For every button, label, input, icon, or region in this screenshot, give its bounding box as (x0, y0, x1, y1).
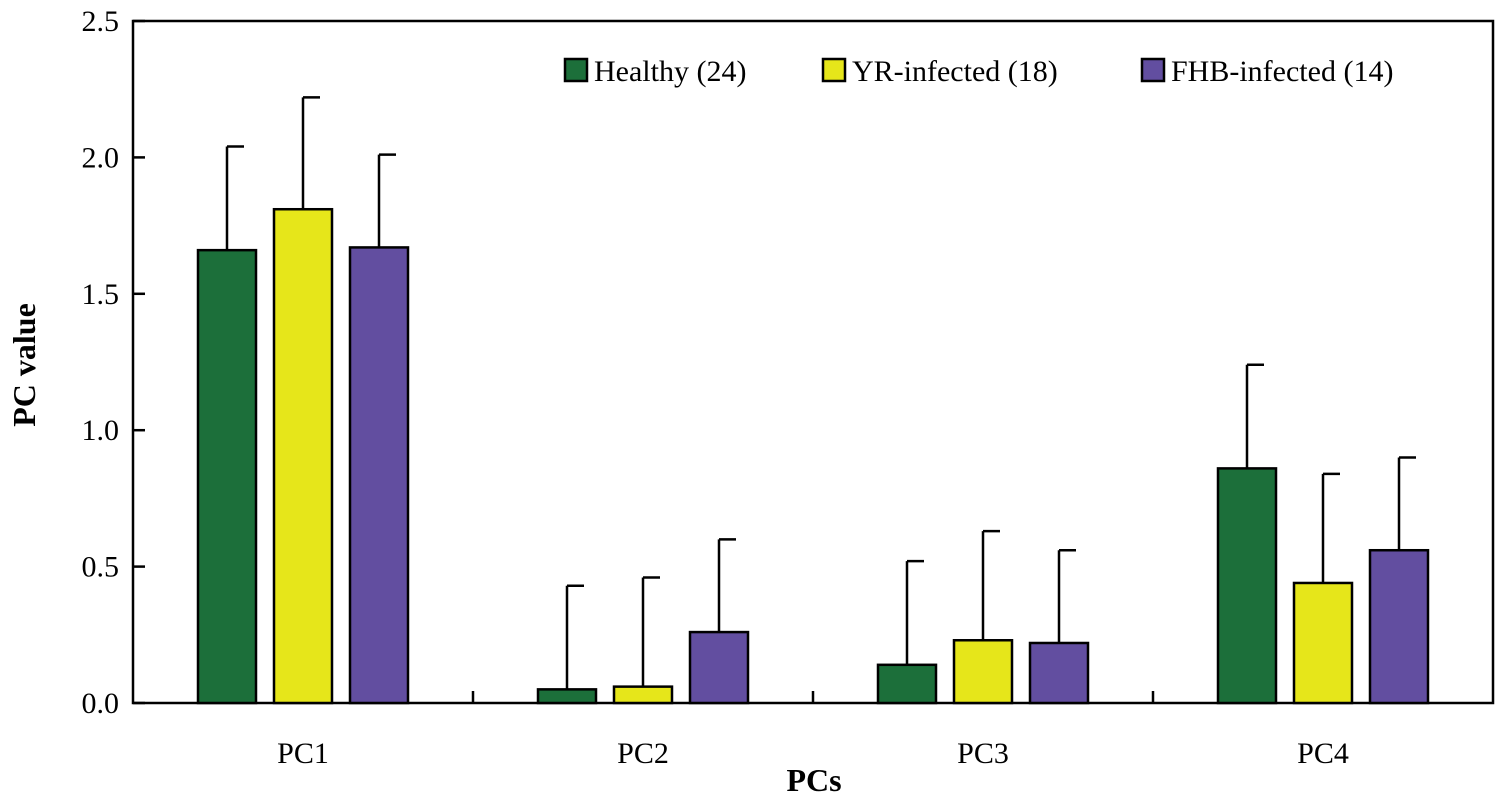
y-axis: 0.0 0.5 1.0 1.5 2.0 2.5 (82, 5, 145, 720)
x-tick-label: PC2 (617, 737, 669, 770)
y-tick-label: 0.0 (82, 687, 120, 720)
bar-yr-infected-pc4 (1292, 581, 1354, 705)
x-axis-title: PCs (786, 762, 841, 798)
bar-yr-infected-pc2 (612, 685, 674, 705)
bar-fhb-infected-pc2 (688, 630, 750, 705)
bar-yr-infected-pc3 (952, 639, 1014, 705)
bar-yr-infected-pc1 (272, 207, 334, 705)
y-tick-label: 1.5 (82, 278, 120, 311)
legend-label: Healthy (24) (594, 55, 746, 88)
x-tick-label: PC4 (1297, 737, 1349, 770)
bar-series-group (196, 96, 1430, 705)
bar-healthy-pc2 (536, 688, 598, 705)
y-tick-label: 2.0 (82, 141, 120, 174)
y-tick-label: 1.0 (82, 414, 120, 447)
bar-fhb-infected-pc1 (348, 246, 410, 705)
bar-healthy-pc3 (876, 663, 938, 705)
legend-swatch (563, 57, 589, 83)
bar-fhb-infected-pc3 (1028, 641, 1090, 705)
y-axis-title: PC value (6, 303, 42, 427)
y-tick-label: 2.5 (82, 5, 120, 38)
bar-healthy-pc1 (196, 248, 258, 705)
legend-label: YR-infected (18) (852, 55, 1058, 88)
y-tick-label: 0.5 (82, 551, 120, 584)
legend-swatch (1140, 57, 1166, 83)
legend-label: FHB-infected (14) (1171, 55, 1393, 88)
bar-healthy-pc4 (1216, 467, 1278, 705)
x-tick-label: PC1 (277, 737, 329, 770)
plot-area (131, 19, 1495, 705)
x-tick-label: PC3 (957, 737, 1009, 770)
plot-border (131, 19, 1495, 705)
x-axis: PC1 PC2 PC3 PC4 (277, 691, 1349, 770)
legend: Healthy (24) YR-infected (18) FHB-infected… (563, 55, 1393, 88)
legend-swatch (821, 57, 847, 83)
bar-fhb-infected-pc4 (1368, 548, 1430, 705)
